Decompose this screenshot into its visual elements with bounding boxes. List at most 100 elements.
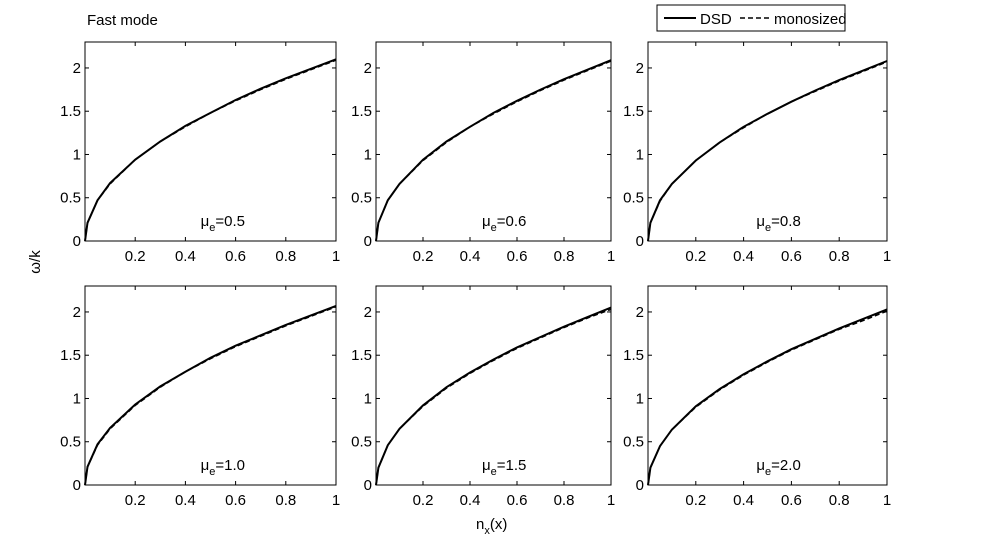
- panel-4-axes-box: [84, 285, 337, 486]
- x-tick-label: 1: [607, 492, 615, 509]
- x-tick-label: 0.8: [554, 492, 575, 509]
- y-tick-label: 0: [73, 477, 81, 494]
- x-tick-label: 0.8: [829, 492, 850, 509]
- y-tick-label: 2: [636, 304, 644, 321]
- y-tick-label: 1.5: [60, 103, 81, 120]
- annotation-value: =0.6: [497, 213, 527, 230]
- x-tick-label: 0.8: [829, 248, 850, 265]
- legend-label-dsd: DSD: [700, 11, 732, 28]
- panel-3: 0 0.5 1 1.5 2 0.2 0.4 0.6 0.8 1 μe=0.8: [623, 41, 891, 265]
- annotation-subscript: e: [209, 222, 215, 234]
- annotation-symbol: μ: [756, 457, 765, 474]
- y-tick-label: 2: [364, 304, 372, 321]
- series-line-monosized: [375, 60, 612, 242]
- y-tick-label: 0.5: [623, 434, 644, 451]
- x-tick-label: 0.8: [554, 248, 575, 265]
- annotation-symbol: μ: [201, 457, 210, 474]
- x-tick-label: 1: [332, 492, 340, 509]
- y-tick-label: 1: [364, 146, 372, 163]
- annotation-subscript: e: [765, 466, 771, 478]
- panel-6-annotation: μe=2.0: [756, 457, 800, 478]
- panel-1-axes-box: [84, 41, 337, 242]
- panel-4-annotation: μe=1.0: [201, 457, 245, 478]
- y-tick-label: 1.5: [351, 103, 372, 120]
- y-tick-label: 0: [636, 233, 644, 250]
- x-tick-label: 0.2: [685, 492, 706, 509]
- y-tick-label: 2: [636, 60, 644, 77]
- x-tick-label: 0.6: [225, 492, 246, 509]
- panel-2-axes-box: [375, 41, 612, 242]
- x-tick-label: 0.6: [781, 248, 802, 265]
- x-tick-label: 0.6: [507, 492, 528, 509]
- y-tick-label: 2: [73, 60, 81, 77]
- y-tick-label: 0.5: [623, 190, 644, 207]
- y-tick-label: 2: [73, 304, 81, 321]
- panel-4: 0 0.5 1 1.5 2 0.2 0.4 0.6 0.8 1 μe=1.0: [60, 285, 340, 509]
- y-tick-label: 1: [636, 390, 644, 407]
- annotation-value: =0.5: [215, 213, 245, 230]
- annotation-symbol: μ: [482, 457, 491, 474]
- panel-5: 0 0.5 1 1.5 2 0.2 0.4 0.6 0.8 1 μe=1.5: [351, 285, 615, 509]
- annotation-subscript: e: [765, 222, 771, 234]
- x-tick-label: 0.2: [125, 248, 146, 265]
- x-tick-label: 0.4: [733, 248, 754, 265]
- x-tick-label: 1: [607, 248, 615, 265]
- y-tick-label: 1: [73, 146, 81, 163]
- panel-5-axes-box: [375, 285, 612, 486]
- x-tick-label: 0.4: [175, 492, 196, 509]
- series-line-monosized: [84, 59, 337, 242]
- y-tick-label: 1: [73, 390, 81, 407]
- legend: DSD monosized: [656, 4, 847, 32]
- x-tick-label: 0.4: [175, 248, 196, 265]
- panel-2-annotation: μe=0.6: [482, 213, 526, 234]
- y-tick-label: 0: [364, 233, 372, 250]
- y-tick-label: 0.5: [60, 190, 81, 207]
- annotation-symbol: μ: [201, 213, 210, 230]
- x-tick-label: 0.2: [413, 248, 434, 265]
- series-line-monosized: [375, 308, 612, 486]
- x-axis-label-sub: x: [484, 525, 490, 537]
- y-tick-label: 1: [364, 390, 372, 407]
- y-tick-label: 0: [364, 477, 372, 494]
- y-tick-label: 1: [636, 146, 644, 163]
- panels: 00.511.520.2 0.4 0.6 0.8 1μe=0.500.511.520.2…: [60, 41, 891, 509]
- x-tick-label: 0.8: [275, 248, 296, 265]
- annotation-symbol: μ: [756, 213, 765, 230]
- x-tick-label: 0.8: [275, 492, 296, 509]
- series-line-monosized: [647, 310, 888, 486]
- annotation-symbol: μ: [482, 213, 491, 230]
- panel-1-annotation: μe=0.5: [201, 213, 245, 234]
- panel-2: 0 0.5 1 1.5 2 0.2 0.4 0.6 0.8 1 μe=0.6: [351, 41, 615, 265]
- y-tick-label: 1.5: [351, 347, 372, 364]
- x-axis-label: nx(x): [476, 516, 507, 537]
- x-tick-label: 0.6: [781, 492, 802, 509]
- annotation-subscript: e: [491, 466, 497, 478]
- y-axis-label: ω/k: [27, 250, 44, 274]
- legend-label-monosized: monosized: [774, 11, 847, 28]
- y-tick-label: 2: [364, 60, 372, 77]
- y-tick-label: 0.5: [351, 434, 372, 451]
- annotation-value: =2.0: [771, 457, 801, 474]
- x-tick-label: 0.4: [460, 248, 481, 265]
- x-tick-label: 0.2: [413, 492, 434, 509]
- y-tick-label: 0: [636, 477, 644, 494]
- annotation-value: =1.5: [497, 457, 527, 474]
- panel-1: 0 0.5 1 1.5 2 0.2 0.4 0.6 0.8 1 μe=0.5: [60, 41, 340, 265]
- panel-6: 0 0.5 1 1.5 2 0.2 0.4 0.6 0.8 1 μe=2.0: [623, 285, 891, 509]
- figure-title: Fast mode: [87, 12, 158, 29]
- x-axis-label-main: n: [476, 516, 484, 533]
- x-tick-label: 0.2: [125, 492, 146, 509]
- panel-3-annotation: μe=0.8: [756, 213, 800, 234]
- panel-6-axes-box: [647, 285, 888, 486]
- x-tick-label: 1: [883, 492, 891, 509]
- x-tick-label: 0.6: [507, 248, 528, 265]
- x-tick-label: 0.6: [225, 248, 246, 265]
- annotation-value: =1.0: [215, 457, 245, 474]
- x-tick-label: 0.2: [685, 248, 706, 265]
- y-tick-label: 0.5: [60, 434, 81, 451]
- y-tick-label: 1.5: [623, 103, 644, 120]
- y-tick-label: 0.5: [351, 190, 372, 207]
- annotation-subscript: e: [209, 466, 215, 478]
- x-tick-label: 1: [883, 248, 891, 265]
